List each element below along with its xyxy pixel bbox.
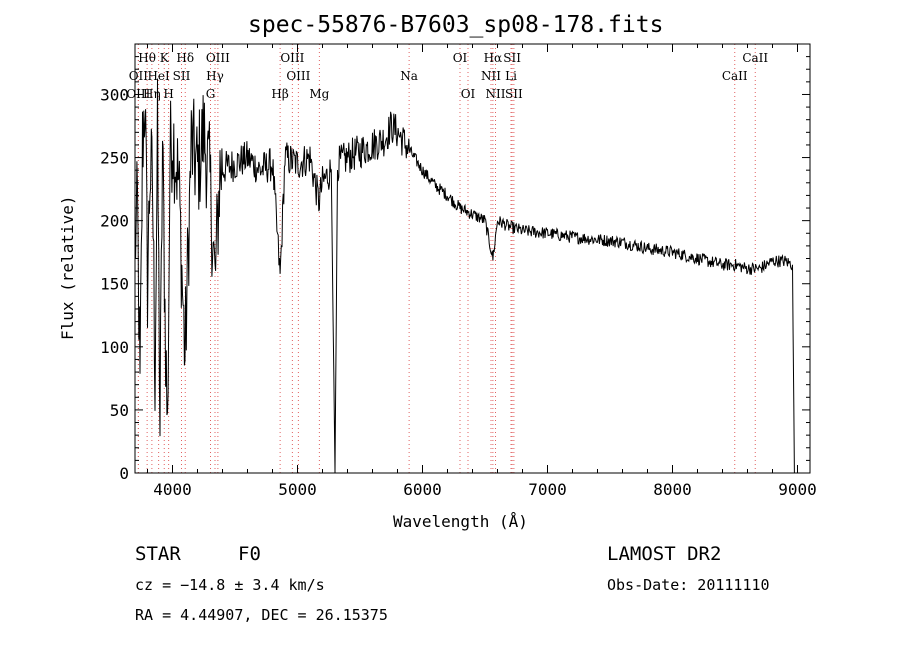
line-marker-label: H: [163, 87, 173, 101]
y-tick-label: 300: [100, 85, 129, 104]
line-marker-label: NII: [481, 69, 501, 83]
line-marker-label: OI: [461, 87, 476, 101]
line-marker-label: HeI: [147, 69, 170, 83]
line-marker-label: OIII: [206, 51, 230, 65]
line-marker-label: CaII: [742, 51, 768, 65]
x-tick-label: 6000: [403, 480, 442, 499]
line-marker-label: Hθ: [138, 51, 156, 65]
survey-name: LAMOST DR2: [607, 543, 722, 565]
line-marker-label: SII: [503, 51, 521, 65]
x-tick-label: 8000: [653, 480, 692, 499]
x-tick-label: 9000: [778, 480, 817, 499]
line-marker-label: Hγ: [206, 69, 224, 83]
y-tick-label: 200: [100, 212, 129, 231]
line-marker-label: Li: [505, 69, 517, 83]
line-marker-label: K: [160, 51, 170, 65]
line-marker-label: OIII: [280, 51, 304, 65]
redshift-text: cz = −14.8 ± 3.4 km/s: [135, 576, 325, 594]
plot-frame: [134, 43, 811, 474]
coordinates-text: RA = 4.44907, DEC = 26.15375: [135, 606, 388, 624]
y-tick-label: 100: [100, 338, 129, 357]
line-marker-label: G: [206, 87, 216, 101]
x-tick-label: 5000: [278, 480, 317, 499]
line-marker-label: OIII: [126, 87, 150, 101]
line-marker-label: Hδ: [176, 51, 194, 65]
x-axis-label: Wavelength (Å): [393, 512, 528, 531]
chart-title: spec-55876-B7603_sp08-178.fits: [248, 12, 664, 38]
x-tick-label: 4000: [153, 480, 192, 499]
y-tick-label: 150: [100, 275, 129, 294]
line-marker-label: Na: [400, 69, 418, 83]
line-marker-label: NII: [486, 87, 506, 101]
object-subclass: F0: [238, 543, 261, 565]
line-marker-label: SII: [505, 87, 523, 101]
y-tick-label: 50: [110, 401, 129, 420]
line-marker-label: Hη: [143, 87, 161, 101]
x-tick-label: 7000: [528, 480, 567, 499]
line-marker-label: Hα: [484, 51, 503, 65]
y-tick-label: 0: [119, 464, 129, 483]
line-marker-label: OI: [453, 51, 468, 65]
y-axis-label: Flux (relative): [58, 195, 77, 341]
spectrum-line: [134, 78, 795, 474]
line-marker-label: Mg: [309, 87, 329, 101]
obs-date-text: Obs-Date: 20111110: [607, 576, 770, 594]
line-marker-label: OIII: [286, 69, 310, 83]
object-class: STAR: [135, 543, 181, 565]
y-tick-label: 250: [100, 149, 129, 168]
line-marker-label: OII: [129, 69, 149, 83]
line-marker-label: Hβ: [271, 87, 288, 101]
line-marker-label: SII: [173, 69, 191, 83]
line-marker-label: CaII: [722, 69, 748, 83]
